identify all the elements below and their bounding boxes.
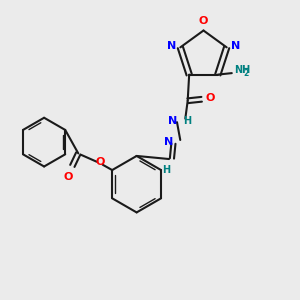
Text: 2: 2 <box>243 69 248 78</box>
Text: N: N <box>164 137 173 147</box>
Text: NH: NH <box>234 64 250 75</box>
Text: N: N <box>168 116 177 126</box>
Text: H: H <box>162 165 170 175</box>
Text: N: N <box>167 41 176 51</box>
Text: O: O <box>95 157 104 167</box>
Text: O: O <box>199 16 208 26</box>
Text: N: N <box>231 41 240 51</box>
Text: O: O <box>64 172 73 182</box>
Text: O: O <box>206 93 215 103</box>
Text: H: H <box>183 116 191 126</box>
